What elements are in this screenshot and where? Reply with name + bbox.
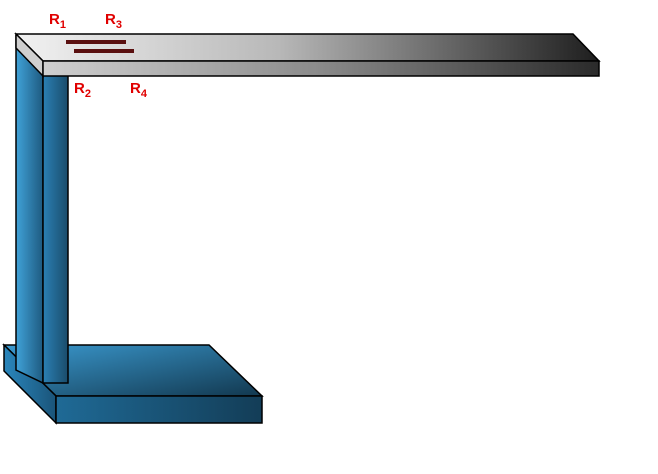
label-r1: R1 [49, 11, 66, 31]
label-r4: R4 [130, 80, 148, 100]
post-back-face [15, 34, 44, 385]
label-r3: R3 [105, 11, 122, 31]
cantilever-beam [14, 32, 601, 78]
vertical-post [15, 34, 69, 385]
strain-gauges [66, 40, 134, 53]
base-front-face [55, 395, 263, 424]
beam-front-face [42, 60, 600, 77]
post-front-face [42, 69, 69, 384]
strain-gauge-r2-r4 [74, 49, 134, 53]
beam-top-face [14, 33, 601, 62]
strain-gauge-r1-r3 [66, 40, 126, 44]
label-r2: R2 [74, 80, 91, 100]
